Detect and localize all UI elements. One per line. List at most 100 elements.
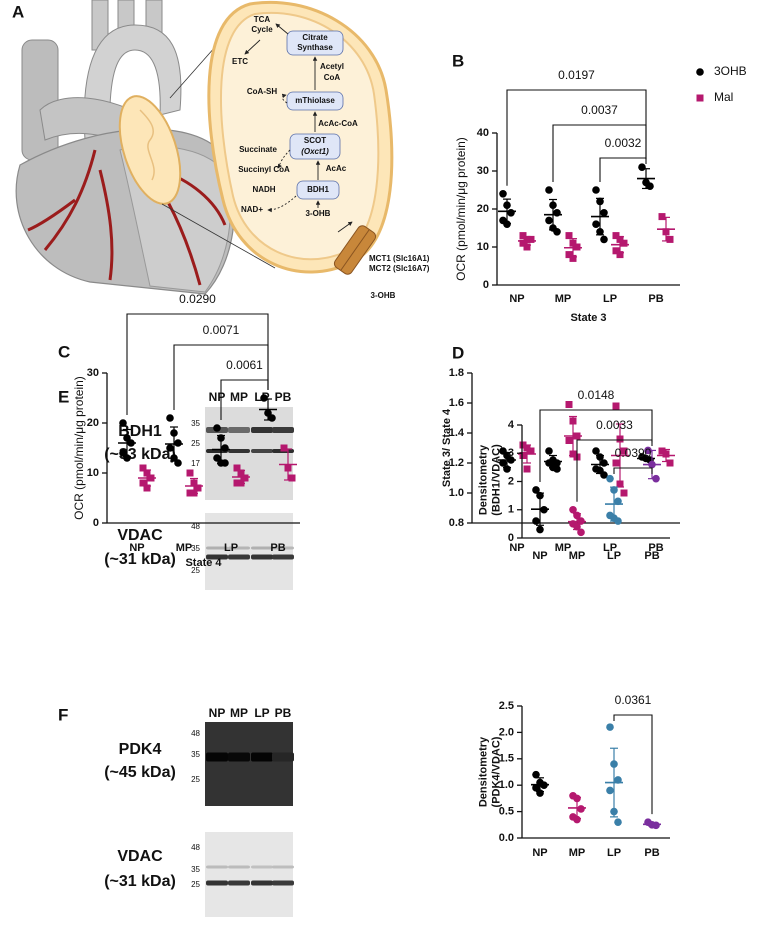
diagram-label: CoA-SH [247,87,277,96]
data-point [139,479,147,487]
y-tick-label: 1.6 [449,397,464,409]
legend-marker [696,68,704,76]
x-tick-label: LP [607,550,621,562]
diagram-label: SCOT [304,136,326,145]
data-point [519,232,527,240]
data-point [260,394,268,402]
p-value: 0.0071 [203,323,240,337]
blot-band [251,752,273,762]
size-marker: 17 [191,459,200,468]
x-tick-label: PB [270,542,285,554]
data-point [288,474,296,482]
comparison-bracket [613,467,653,474]
data-point [658,447,666,455]
size-marker: 25 [191,566,200,575]
data-point [499,190,507,198]
y-axis-title: Densitometry [477,444,489,515]
protein-label: PDK4 [119,741,162,758]
diagram-label: Synthase [297,43,333,52]
data-point [174,439,182,447]
size-marker: 48 [191,522,200,531]
data-point [573,815,581,824]
p-value: 0.0197 [558,68,595,82]
data-point [545,447,553,455]
blot-band [228,427,250,433]
data-point [186,469,194,477]
small-mitochondrion [118,95,182,205]
data-point [503,220,511,228]
y-tick-label: 0 [93,517,99,529]
data-point [666,459,674,467]
blot-band [272,427,294,433]
arrow [244,39,261,55]
x-tick-label: MP [555,293,572,305]
y-axis-title: (BDH1/VDAC) [490,444,502,516]
data-point [592,220,600,228]
size-marker: 48 [191,843,200,852]
y-tick-label: 2 [508,475,514,487]
blot-band [251,449,273,453]
data-point [620,489,628,497]
y-tick-label: 3 [508,447,514,459]
blot-image [205,407,293,500]
x-tick-label: NP [532,847,547,859]
diagram-label: MCT2 (Slc16A7) [369,264,430,273]
blot-band [251,865,273,869]
x-axis-title: State 4 [185,557,222,569]
size-marker: 25 [191,880,200,889]
blot-band [228,546,250,550]
enzyme-box [289,133,341,160]
x-tick-label: LP [603,293,617,305]
comparison-bracket [173,344,269,410]
data-point [569,254,577,262]
comparison-bracket [576,439,653,502]
data-point [523,243,531,251]
data-point [221,444,229,452]
data-point [600,459,608,467]
protein-label: VDAC [117,527,163,544]
x-tick-label: NP [509,542,524,554]
y-tick-label: 0.8 [449,517,464,529]
data-point [600,209,608,217]
y-tick-label: 1.0 [499,779,514,791]
y-tick-label: 2.5 [499,700,514,712]
size-marker: 35 [191,419,200,428]
p-value: 0.0390 [615,446,652,460]
p-value: 0.0037 [581,103,618,117]
blot-band [228,554,250,560]
data-point [553,465,561,473]
diagram-label: (Oxct1) [301,147,329,156]
diagram-label: MCT1 (Slc16A1) [369,254,430,263]
data-point [620,447,628,455]
y-tick-label: 1.8 [449,367,464,379]
diagram-label: CoA [324,73,341,82]
data-point [119,419,127,427]
panel-label: A [12,2,24,21]
transporter [333,225,377,275]
blot-band [206,880,228,886]
y-tick-label: 30 [477,165,489,177]
diagram-label: AcAc [326,164,347,173]
data-point [527,447,535,455]
data-point [280,444,288,452]
comparison-bracket [539,409,653,482]
data-point [612,459,620,467]
blot-band [206,554,228,560]
arrow [277,149,291,169]
blot-band [251,880,273,886]
comparison-bracket [220,379,269,420]
size-marker: 35 [191,865,200,874]
size-marker: 35 [191,544,200,553]
data-point [606,474,614,483]
data-point [577,805,585,813]
arrow [267,195,297,213]
y-axis-title: OCR (pmol/min/μg protein) [454,137,468,281]
panel-label: B [452,51,464,70]
diagram-label: Citrate [302,33,328,42]
data-point [532,517,540,525]
data-point [612,232,620,240]
p-value: 0.0290 [179,292,216,306]
data-point [166,444,174,452]
y-tick-label: 4 [508,419,515,431]
p-value: 0.0032 [605,136,642,150]
